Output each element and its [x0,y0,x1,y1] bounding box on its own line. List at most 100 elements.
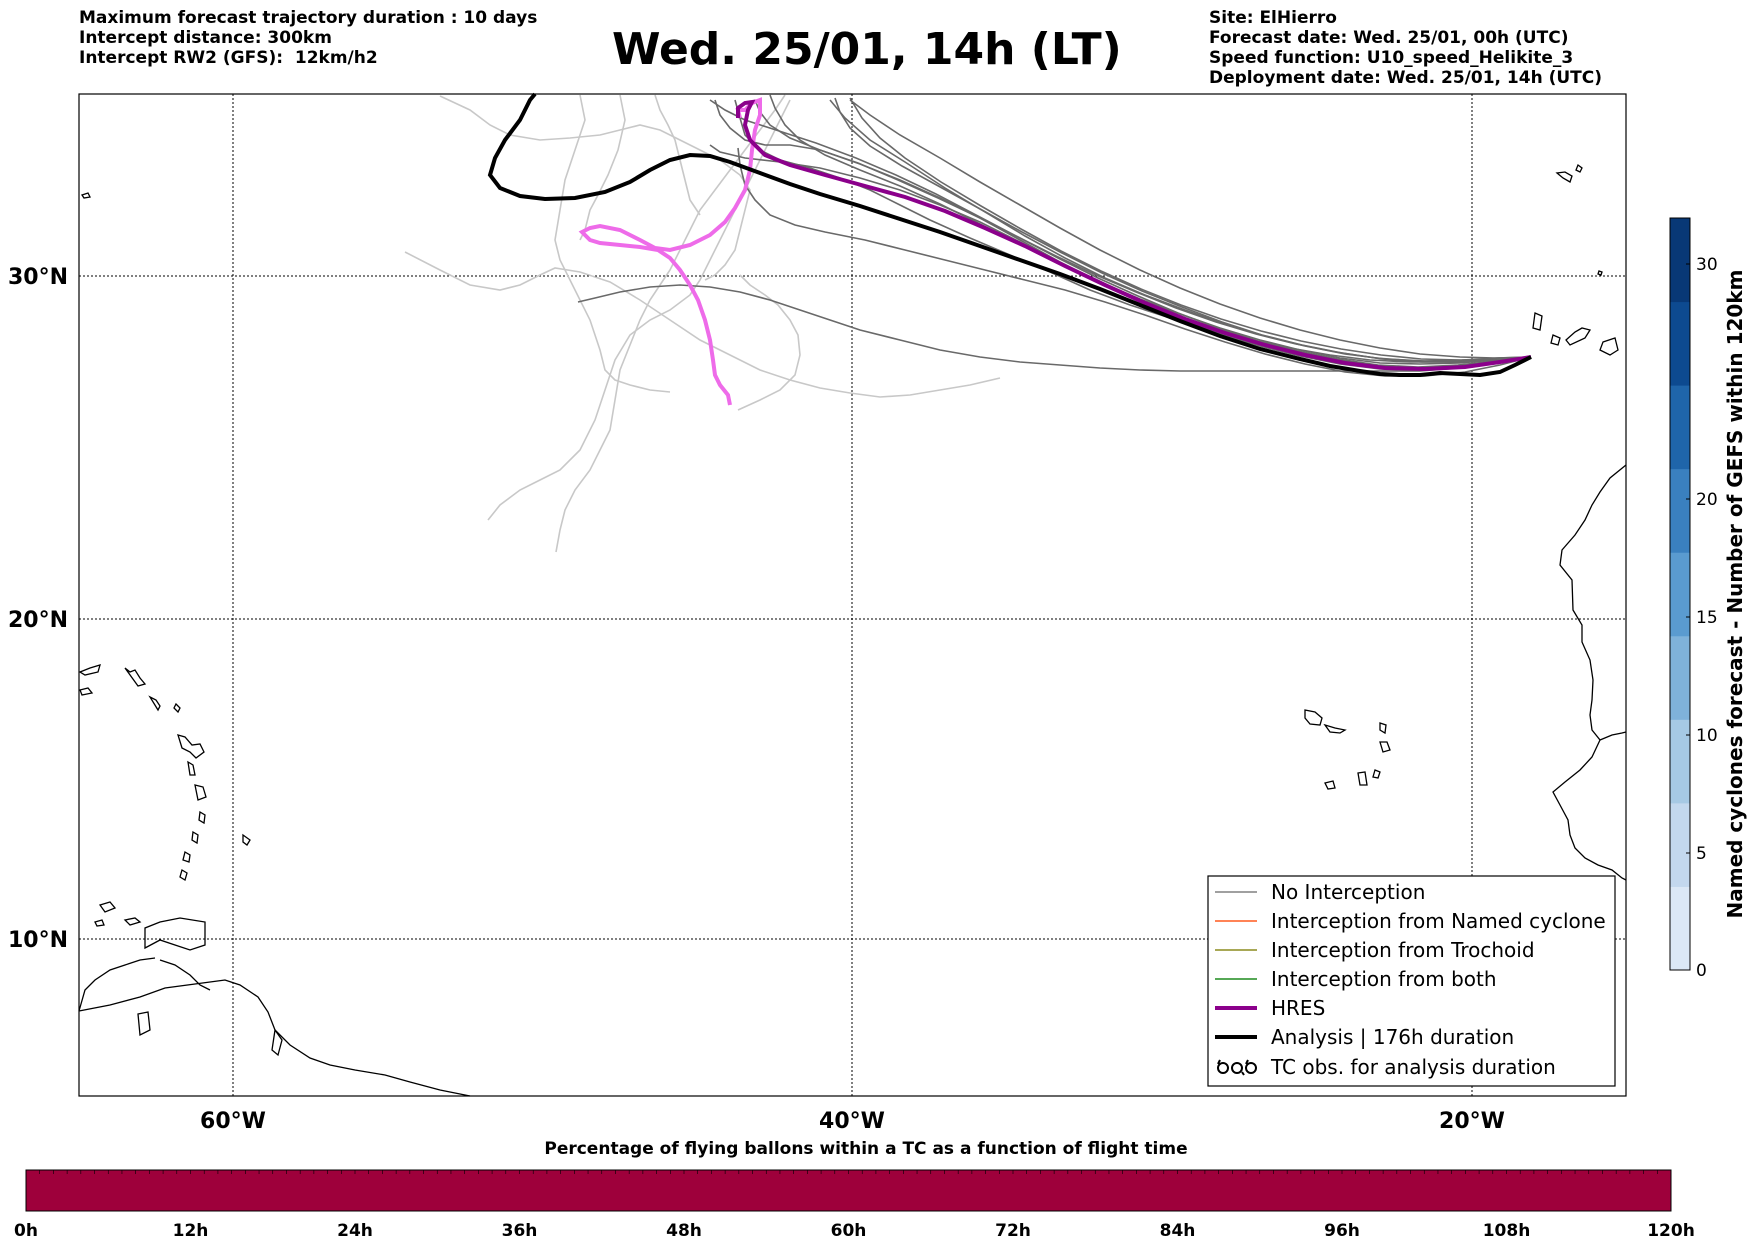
colorbar-segment [1670,635,1690,720]
trajectory-analysis [487,92,1532,378]
colorbar-tick: 5 [1696,844,1707,864]
island [98,901,117,913]
island [187,760,196,776]
trajectory [439,95,751,281]
colorbar-tick: 10 [1696,726,1718,746]
island-madeira [1555,171,1573,183]
island-cape-verde [1304,709,1323,726]
colorbar-segment [1670,218,1690,303]
bottom-bar [25,1169,1672,1212]
bottom-bar-title: Percentage of flying ballons within a TC… [544,1139,1187,1159]
island [173,702,181,714]
bottom-bar-tick-label: 0h [14,1221,38,1241]
colorbar-frame [1669,217,1691,971]
legend-label: TC obs. for analysis duration [1270,1055,1556,1079]
header-right-line: Forecast date: Wed. 25/01, 00h (UTC) [1209,28,1569,48]
island [177,734,205,759]
colorbar-segments [1670,218,1690,971]
island [148,695,161,712]
colorbar-segment [1670,301,1690,386]
island [123,917,142,926]
colorbar-segment [1670,552,1690,637]
coastline-africa [1552,464,1627,881]
island [271,1028,283,1057]
island [124,667,147,687]
island [137,1011,151,1037]
header-right-line: Deployment date: Wed. 25/01, 14h (UTC) [1209,68,1603,88]
colorbar-tick: 20 [1696,490,1718,510]
island [79,687,94,696]
trajectory [714,99,1532,368]
header-left-line: Intercept distance: 300km [79,28,332,48]
lat-label-20n: 20°N [8,608,68,633]
island-cape-verde [1379,722,1387,735]
coastline-africa-bump [1599,731,1627,741]
bottom-bar-tick-label: 36h [502,1221,538,1241]
header-right: Site: ElHierro Forecast date: Wed. 25/01… [1209,8,1602,88]
lon-label-60w: 60°W [200,1109,266,1134]
island-cape-verde [1357,771,1368,786]
island [182,850,191,863]
legend-label: No Interception [1271,880,1425,904]
tc-symbol-icon [1217,1059,1257,1076]
colorbar-segment [1670,468,1690,553]
island-cape-verde [1372,769,1381,779]
bottom-bar-tick-label: 24h [337,1221,373,1241]
trajectory [579,94,626,241]
lat-label-30n: 30°N [8,265,68,290]
bottom-bar-tick-label: 96h [1324,1221,1360,1241]
legend-label: Analysis | 176h duration [1271,1025,1514,1049]
legend-label: Interception from Named cyclone [1271,909,1606,933]
island [78,664,101,676]
trajectory [737,274,801,411]
colorbar-segment [1670,802,1690,887]
island-cape-verde [1379,741,1391,753]
header-left: Maximum forecast trajectory duration : 1… [79,8,537,68]
island [94,919,105,927]
header-left-line: Maximum forecast trajectory duration : 1… [79,8,538,28]
trajectory [849,97,1532,361]
coastlines [78,163,1627,1097]
trajectory-hres [736,99,1532,372]
trajectory [554,94,671,393]
island [179,869,188,881]
trajectory [654,94,701,216]
colorbar-title: Named cyclones forecast - Number of GEFS… [1723,270,1747,919]
legend-label: Interception from Trochoid [1271,938,1535,962]
lon-label-20w: 20°W [1439,1109,1505,1134]
colorbar-tick-marks [1686,263,1690,971]
island [198,810,206,825]
header-right-line: Site: ElHierro [1209,8,1337,28]
island-canary [1565,327,1592,346]
colorbar: 0 5 10 15 20 30 Named cyclones forecast … [1669,217,1747,981]
lon-label-40w: 40°W [819,1109,885,1134]
legend-label: Interception from both [1271,967,1497,991]
bottom-bar-ticks: 0h 12h 24h 36h 48h 60h 72h 84h 96h 108h 120h [14,1170,1695,1241]
colorbar-segment [1670,886,1690,971]
legend-box [1207,875,1616,1087]
page-title: Wed. 25/01, 14h (LT) [612,24,1122,75]
bottom-bar-tick-label: 48h [666,1221,702,1241]
trajectory-hres-pink [578,97,762,406]
colorbar-tick: 30 [1696,255,1718,275]
legend: No Interception Interception from Named … [1207,875,1616,1087]
colorbar-segment [1670,385,1690,470]
colorbar-segment [1670,719,1690,804]
header-left-line: Intercept RW2 (GFS): 12km/h2 [79,48,378,68]
island-canary [1550,334,1561,346]
bottom-bar-tick-label: 60h [831,1221,867,1241]
coastline-south-america [78,979,471,1097]
island [1597,270,1603,276]
colorbar-tick: 15 [1696,608,1718,628]
island-canary [1532,312,1543,331]
map-frame [78,93,1627,1097]
trajectory [834,97,1532,363]
coastline-venezuela [159,959,211,991]
island-madeira [1575,163,1583,173]
bottom-bar-tick-label: 84h [1160,1221,1196,1241]
island-canary [1599,337,1619,356]
coastline-trinidad-region [144,917,206,951]
legend-label: HRES [1271,996,1325,1020]
island [194,784,207,801]
